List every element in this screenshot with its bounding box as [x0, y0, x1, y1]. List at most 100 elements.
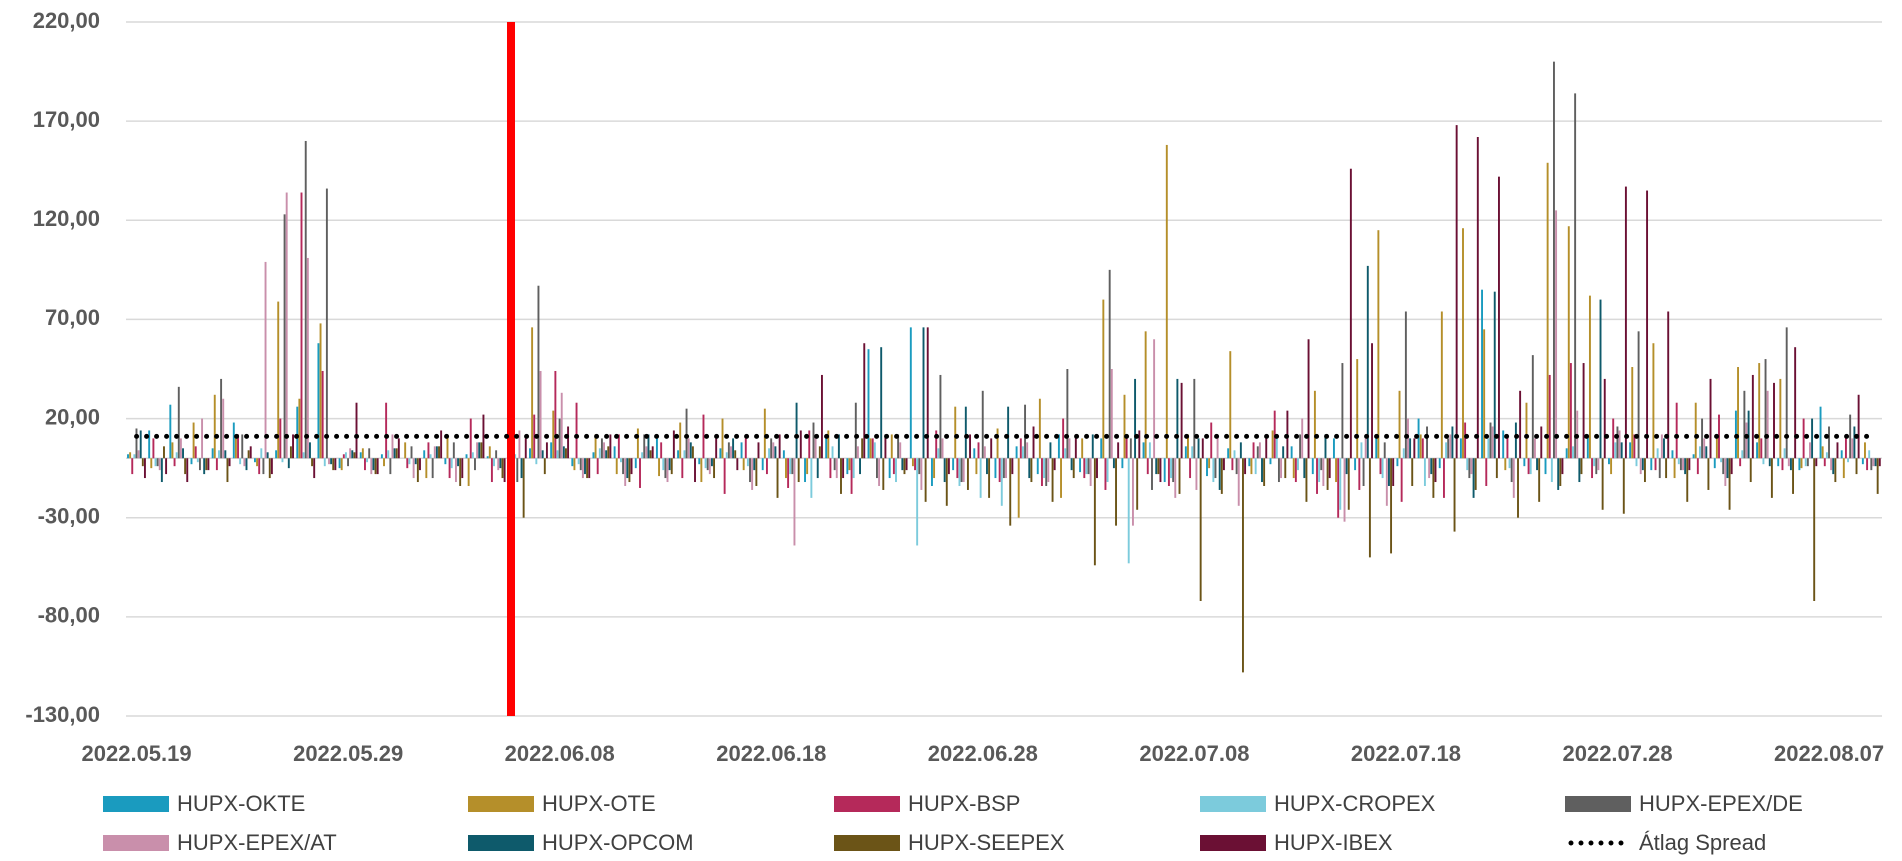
legend-swatch	[1200, 796, 1266, 812]
bar	[461, 458, 464, 479]
bar	[664, 458, 667, 479]
bar	[1514, 422, 1517, 459]
bar	[1019, 438, 1022, 459]
bar	[1265, 434, 1268, 459]
bar	[605, 450, 608, 459]
bar	[1087, 458, 1090, 475]
bar	[182, 448, 184, 459]
bar	[1083, 458, 1086, 479]
bar	[1451, 426, 1454, 459]
bar	[1705, 446, 1708, 459]
bar	[1768, 458, 1771, 467]
bar	[1299, 434, 1302, 459]
bar	[772, 442, 775, 459]
bar	[617, 434, 620, 459]
bar	[871, 438, 874, 459]
bar	[795, 402, 798, 459]
bar	[596, 458, 599, 475]
bar	[873, 442, 876, 459]
bar	[376, 458, 379, 475]
bar	[1709, 378, 1712, 459]
bar	[1758, 363, 1761, 459]
bar	[1335, 458, 1338, 483]
bar	[804, 458, 806, 483]
bar	[1764, 359, 1767, 459]
bar	[372, 458, 375, 471]
bar	[698, 458, 701, 465]
bar	[493, 458, 495, 467]
bar	[983, 446, 986, 459]
bar	[850, 458, 853, 494]
bar	[1749, 458, 1752, 483]
bar	[681, 458, 684, 479]
bar	[154, 458, 157, 467]
bar	[1197, 438, 1200, 459]
y-tick-label: 70,00	[45, 305, 100, 330]
bar	[1214, 458, 1217, 479]
bar	[931, 458, 933, 486]
bar	[340, 458, 343, 471]
bar	[1233, 450, 1236, 459]
bar	[899, 442, 902, 459]
bar	[330, 458, 333, 465]
bar	[1842, 458, 1845, 479]
bar	[1834, 458, 1837, 483]
bar	[302, 452, 305, 459]
bar	[454, 458, 457, 483]
bar	[1060, 458, 1062, 498]
bar	[1106, 458, 1109, 483]
legend-swatch	[1565, 796, 1631, 812]
bar	[1231, 458, 1234, 471]
bar	[1413, 438, 1416, 459]
bar	[1402, 448, 1405, 459]
legend-label: HUPX-OKTE	[177, 791, 305, 816]
bar	[1032, 426, 1035, 459]
bar	[922, 327, 925, 459]
bar	[389, 458, 392, 475]
bar	[736, 458, 739, 471]
bar	[1667, 311, 1670, 459]
bar	[567, 426, 570, 459]
bar	[1193, 378, 1196, 459]
bar	[689, 442, 692, 459]
bar	[1252, 442, 1255, 459]
bar	[977, 442, 980, 459]
bar	[649, 450, 652, 459]
bar	[1739, 458, 1742, 467]
bar	[306, 257, 309, 459]
bar	[892, 458, 895, 475]
bar	[909, 327, 912, 459]
bar	[869, 438, 872, 459]
bar	[410, 446, 413, 459]
bar	[1855, 458, 1858, 475]
bar	[1493, 291, 1496, 459]
bar	[1531, 355, 1534, 459]
bar	[1792, 458, 1794, 494]
bar	[1561, 458, 1564, 475]
bar	[1383, 442, 1386, 459]
bar	[550, 442, 553, 459]
bar	[1631, 367, 1634, 459]
bar	[243, 458, 246, 467]
bar	[158, 458, 161, 471]
bar	[1487, 438, 1490, 459]
x-tick-label: 2022.06.18	[716, 741, 826, 766]
bar	[201, 418, 204, 459]
bar	[313, 458, 316, 479]
x-tick-label: 2022.05.29	[293, 741, 403, 766]
bar	[1358, 458, 1361, 490]
bar	[351, 450, 354, 459]
bar	[1766, 390, 1769, 459]
bar	[1000, 458, 1003, 506]
bar	[1280, 458, 1283, 479]
bar	[292, 434, 294, 459]
legend-label: Átlag Spread	[1639, 830, 1766, 855]
bar	[1574, 93, 1577, 459]
bar	[1572, 446, 1574, 459]
bar	[1614, 442, 1617, 459]
bar	[311, 458, 314, 467]
bar	[1089, 458, 1092, 486]
bar	[152, 438, 155, 459]
bar	[905, 458, 908, 471]
bar	[347, 458, 350, 467]
